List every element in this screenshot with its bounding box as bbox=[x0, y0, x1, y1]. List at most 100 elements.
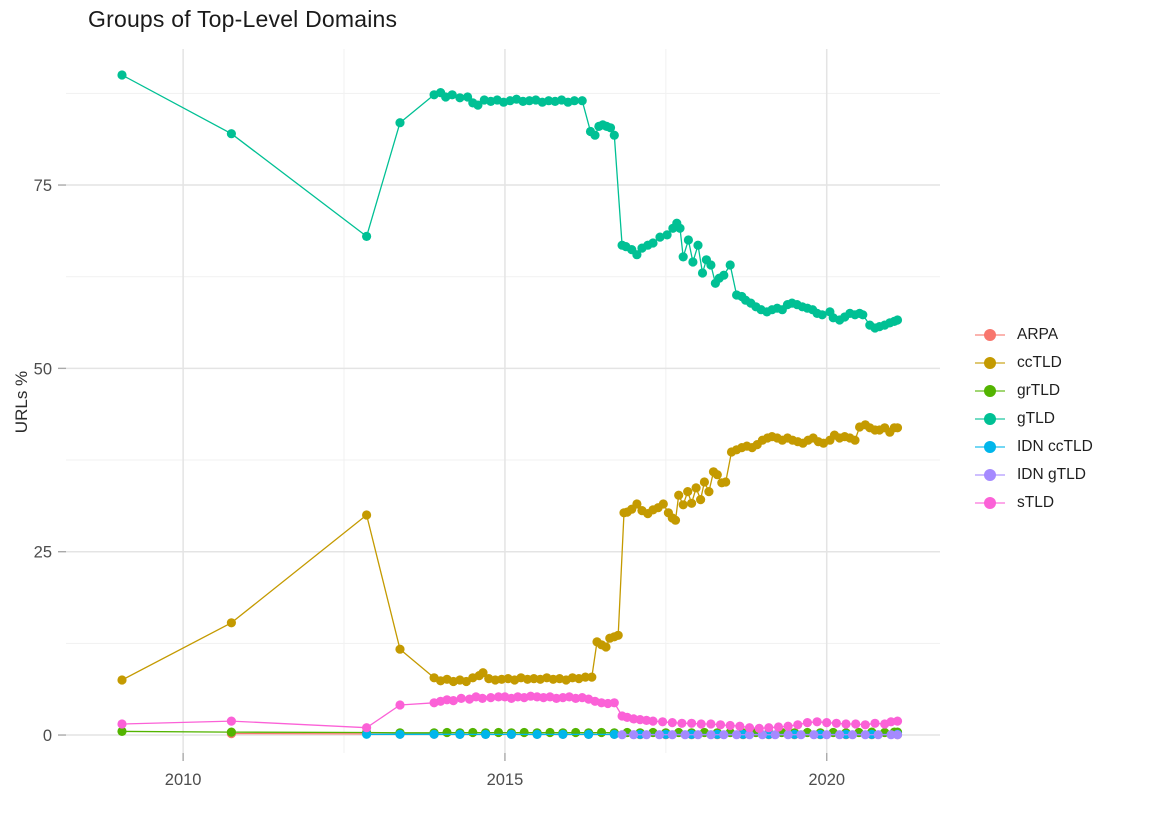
data-point-ccTLD bbox=[687, 498, 697, 508]
data-point-ccTLD bbox=[678, 500, 688, 510]
data-point-grTLD bbox=[545, 727, 555, 738]
legend-label: sTLD bbox=[1017, 493, 1055, 511]
data-point-sTLD bbox=[395, 700, 405, 710]
data-point-sTLD bbox=[609, 698, 619, 708]
data-point-IDN-ccTLD bbox=[584, 729, 594, 740]
data-point-gTLD bbox=[609, 130, 619, 140]
data-point-sTLD bbox=[706, 719, 716, 729]
data-point-IDN-gTLD bbox=[667, 730, 677, 740]
legend-key-icon bbox=[975, 356, 1005, 369]
data-point-ccTLD bbox=[580, 672, 591, 682]
data-point-sTLD bbox=[793, 720, 803, 730]
y-tick-label: 50 bbox=[34, 360, 52, 378]
legend-item-IDN-gTLD: IDN gTLD bbox=[975, 465, 1093, 484]
data-point-IDN-gTLD bbox=[706, 730, 716, 740]
data-point-sTLD bbox=[725, 720, 735, 731]
data-point-IDN-ccTLD bbox=[558, 729, 568, 740]
data-point-sTLD bbox=[892, 716, 903, 726]
data-point-ccTLD bbox=[721, 477, 731, 487]
data-point-gTLD bbox=[683, 235, 694, 245]
legend-item-ARPA: ARPA bbox=[975, 325, 1093, 344]
data-point-gTLD bbox=[817, 310, 827, 320]
data-point-IDN-gTLD bbox=[617, 730, 627, 740]
data-point-ccTLD bbox=[658, 499, 668, 509]
data-point-ccTLD bbox=[691, 483, 701, 493]
data-point-sTLD bbox=[648, 716, 658, 726]
data-point-IDN-gTLD bbox=[770, 730, 780, 740]
x-tick-label: 2015 bbox=[487, 771, 524, 789]
data-point-IDN-gTLD bbox=[892, 730, 903, 740]
data-point-sTLD bbox=[493, 692, 504, 702]
data-point-grTLD bbox=[468, 727, 478, 738]
data-point-IDN-ccTLD bbox=[455, 729, 465, 740]
legend-item-gTLD: gTLD bbox=[975, 409, 1093, 428]
data-point-sTLD bbox=[667, 718, 677, 728]
data-point-ccTLD bbox=[601, 642, 611, 652]
legend-key-icon bbox=[975, 412, 1005, 425]
data-point-sTLD bbox=[696, 719, 706, 729]
data-point-sTLD bbox=[860, 720, 870, 730]
legend-label: ccTLD bbox=[1017, 353, 1062, 371]
data-point-sTLD bbox=[456, 693, 466, 704]
chart-title: Groups of Top-Level Domains bbox=[88, 6, 398, 32]
data-point-gTLD bbox=[473, 100, 483, 110]
data-point-sTLD bbox=[735, 721, 745, 731]
data-point-gTLD bbox=[719, 270, 729, 280]
data-point-IDN-gTLD bbox=[693, 730, 703, 740]
data-point-sTLD bbox=[831, 718, 842, 728]
data-point-ccTLD bbox=[699, 477, 710, 487]
legend-key-icon bbox=[975, 468, 1005, 481]
data-point-IDN-gTLD bbox=[835, 730, 845, 740]
data-point-IDN-gTLD bbox=[809, 730, 819, 740]
data-point-grTLD bbox=[596, 727, 607, 738]
y-tick-label: 25 bbox=[34, 544, 52, 562]
y-axis-title: URLs % bbox=[12, 370, 31, 434]
data-point-ccTLD bbox=[117, 675, 127, 685]
data-point-gTLD bbox=[662, 230, 672, 240]
legend: ARPA ccTLD grTLD gTLD IDN ccTLD IDN gTLD sTLD bbox=[975, 325, 1093, 512]
series-line-gTLD bbox=[121, 74, 898, 329]
data-point-IDN-gTLD bbox=[744, 730, 755, 740]
data-point-sTLD bbox=[851, 719, 861, 729]
x-tick-label: 2020 bbox=[808, 771, 845, 789]
data-point-gTLD bbox=[590, 130, 600, 140]
data-point-IDN-gTLD bbox=[886, 730, 896, 740]
data-point-IDN-gTLD bbox=[873, 730, 883, 740]
data-point-ccTLD bbox=[362, 510, 372, 520]
data-point-sTLD bbox=[477, 693, 487, 704]
legend-key-icon bbox=[975, 496, 1005, 509]
data-point-gTLD bbox=[892, 315, 903, 325]
legend-label: ARPA bbox=[1017, 325, 1059, 343]
data-point-gTLD bbox=[463, 92, 473, 102]
data-point-gTLD bbox=[569, 96, 580, 106]
data-point-sTLD bbox=[362, 723, 372, 733]
data-point-gTLD bbox=[447, 90, 457, 100]
data-point-ccTLD bbox=[850, 435, 860, 445]
data-point-grTLD bbox=[519, 727, 529, 738]
data-point-IDN-gTLD bbox=[732, 730, 742, 740]
legend-item-ccTLD: ccTLD bbox=[975, 353, 1093, 372]
data-point-sTLD bbox=[744, 723, 755, 733]
data-point-sTLD bbox=[715, 720, 726, 730]
data-point-ccTLD bbox=[632, 499, 642, 509]
legend-label: IDN ccTLD bbox=[1017, 437, 1093, 455]
x-tick-label: 2010 bbox=[165, 771, 202, 789]
data-point-gTLD bbox=[632, 250, 642, 260]
legend-key-icon bbox=[975, 328, 1005, 341]
legend-label: grTLD bbox=[1017, 381, 1061, 399]
data-point-gTLD bbox=[693, 240, 703, 250]
data-point-ccTLD bbox=[395, 644, 405, 654]
data-point-grTLD bbox=[493, 727, 504, 738]
data-point-sTLD bbox=[448, 696, 458, 706]
data-point-IDN-gTLD bbox=[629, 730, 639, 740]
legend-item-IDN-ccTLD: IDN ccTLD bbox=[975, 437, 1093, 456]
data-point-IDN-ccTLD bbox=[506, 729, 516, 740]
data-point-gTLD bbox=[697, 268, 708, 278]
data-point-IDN-gTLD bbox=[719, 730, 729, 740]
data-point-sTLD bbox=[226, 716, 236, 726]
data-point-IDN-gTLD bbox=[783, 730, 793, 740]
data-point-gTLD bbox=[226, 129, 236, 139]
data-point-ccTLD bbox=[892, 423, 903, 433]
